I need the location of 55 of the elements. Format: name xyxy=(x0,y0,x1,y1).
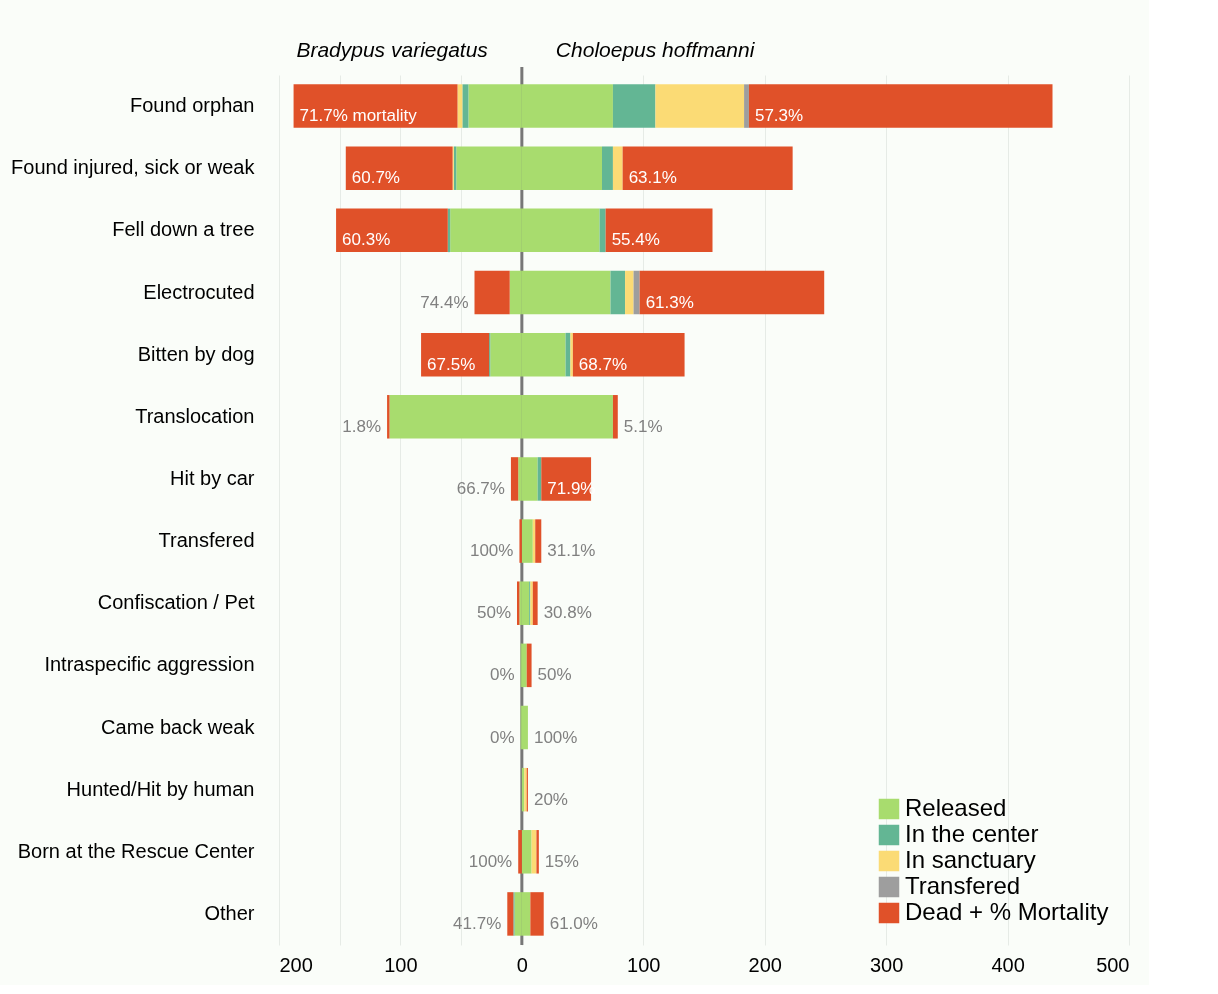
annotation: 61.3% xyxy=(645,292,694,312)
y-tick-label: Found injured, sick or weak xyxy=(11,156,256,179)
annotation: 63.1% xyxy=(628,168,677,188)
y-tick-label: Bitten by dog xyxy=(137,342,255,365)
annotation: 71.7% mortality xyxy=(299,106,418,126)
annotation: 74.4% xyxy=(420,292,469,312)
x-tick-label: 500 xyxy=(1096,953,1130,976)
y-tick-label: Transfered xyxy=(158,529,255,552)
annotation: 1.8% xyxy=(342,416,382,436)
x-tick-label: 200 xyxy=(279,953,313,976)
x-tick-label: 0 xyxy=(516,953,528,976)
annotation: 15% xyxy=(544,851,579,871)
y-tick-label: Translocation xyxy=(135,404,255,427)
legend-label: Dead + % Mortality xyxy=(905,898,1109,925)
y-tick-label: Other xyxy=(204,901,255,924)
annotation: 20% xyxy=(533,789,568,809)
annotation: 5.1% xyxy=(623,416,663,436)
text: Bradypus variegatus xyxy=(296,38,489,61)
text: Choloepus hoffmanni xyxy=(555,38,756,61)
annotation: 41.7% xyxy=(453,913,502,933)
y-tick-label: Hunted/Hit by human xyxy=(66,777,255,800)
y-tick-label: Born at the Rescue Center xyxy=(17,839,255,862)
annotation: 0% xyxy=(490,665,515,685)
annotation: 100% xyxy=(533,727,578,747)
annotation: 50% xyxy=(537,665,572,685)
legend-label: Released xyxy=(905,794,1007,821)
annotation: 55.4% xyxy=(611,230,660,250)
y-tick-label: Confiscation / Pet xyxy=(97,591,255,614)
x-tick-label: 200 xyxy=(748,953,782,976)
annotation: 67.5% xyxy=(427,354,476,374)
y-tick-label: Fell down a tree xyxy=(112,218,255,241)
annotation: 57.3% xyxy=(754,106,804,126)
legend-label: In sanctuary xyxy=(905,846,1036,873)
x-tick-label: 400 xyxy=(991,953,1025,976)
y-tick-label: Intraspecific aggression xyxy=(44,653,255,676)
legend-label: Transfered xyxy=(905,872,1021,899)
annotation: 30.8% xyxy=(543,603,592,623)
annotation: 100% xyxy=(468,851,513,871)
annotation: 50% xyxy=(476,603,511,623)
y-tick-label: Electrocuted xyxy=(143,280,255,303)
x-tick-label: 300 xyxy=(869,953,904,976)
annotation: 68.7% xyxy=(578,354,628,374)
legend-label: In the center xyxy=(905,820,1039,847)
annotation: 61.0% xyxy=(549,913,598,933)
x-tick-label: 100 xyxy=(384,953,418,976)
annotation: 0% xyxy=(490,727,515,747)
y-tick-label: Came back weak xyxy=(101,715,256,738)
annotation: 31.1% xyxy=(547,541,596,561)
x-tick-label: 100 xyxy=(627,953,661,976)
annotation: 100% xyxy=(469,541,514,561)
y-tick-label: Found orphan xyxy=(129,94,255,117)
annotation: 60.3% xyxy=(342,230,391,250)
y-tick-label: Hit by car xyxy=(170,466,255,489)
annotation: 66.7% xyxy=(456,478,505,498)
annotation: 60.7% xyxy=(351,168,400,188)
